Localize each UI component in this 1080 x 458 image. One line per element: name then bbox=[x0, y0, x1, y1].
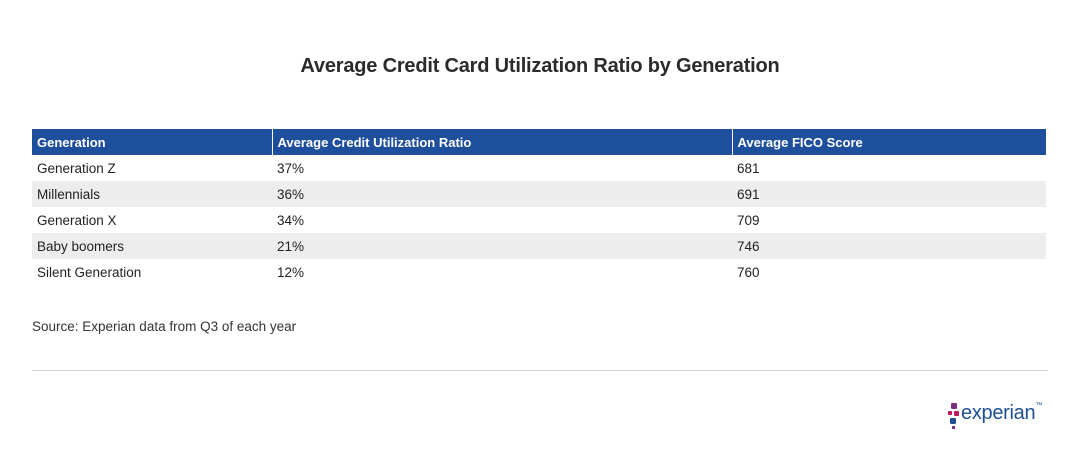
table-cell: 34% bbox=[277, 212, 305, 228]
table-row: Millennials 36% 691 bbox=[32, 181, 1046, 207]
table-cell: 36% bbox=[272, 181, 732, 207]
table-cell: 760 bbox=[737, 264, 760, 280]
table-cell: Generation Z bbox=[37, 160, 116, 176]
divider bbox=[32, 370, 1048, 371]
table-row: Generation X 34% 709 bbox=[32, 207, 1046, 233]
table-cell: 691 bbox=[732, 181, 1046, 207]
data-table: Generation Average Credit Utilization Ra… bbox=[32, 129, 1046, 285]
logo-wordmark: experian™ bbox=[961, 402, 1042, 425]
table-cell: 37% bbox=[277, 160, 305, 176]
table-header-row: Generation Average Credit Utilization Ra… bbox=[32, 129, 1046, 155]
column-header-fico: Average FICO Score bbox=[731, 129, 1046, 155]
column-header-utilization: Average Credit Utilization Ratio bbox=[271, 129, 732, 155]
table-row: Generation Z 37% 681 bbox=[32, 155, 1046, 181]
table-cell: Baby boomers bbox=[32, 233, 272, 259]
table-cell: 746 bbox=[732, 233, 1046, 259]
table-row: Silent Generation 12% 760 bbox=[32, 259, 1046, 285]
table-cell: 21% bbox=[272, 233, 732, 259]
table-cell: 12% bbox=[277, 264, 305, 280]
logo-trademark: ™ bbox=[1035, 402, 1043, 409]
table-row: Baby boomers 21% 746 bbox=[32, 233, 1046, 259]
table-cell: Millennials bbox=[32, 181, 272, 207]
table-cell: 681 bbox=[737, 160, 760, 176]
table-cell: Silent Generation bbox=[37, 264, 142, 280]
table-cell: Generation X bbox=[37, 212, 117, 228]
column-header-generation: Generation bbox=[32, 129, 272, 155]
source-note: Source: Experian data from Q3 of each ye… bbox=[32, 319, 297, 334]
logo-text: experian bbox=[961, 402, 1036, 424]
logo-dots-icon bbox=[948, 403, 959, 429]
chart-title: Average Credit Card Utilization Ratio by… bbox=[300, 55, 780, 77]
experian-logo: experian™ bbox=[948, 401, 1048, 431]
table-cell: 709 bbox=[737, 212, 760, 228]
